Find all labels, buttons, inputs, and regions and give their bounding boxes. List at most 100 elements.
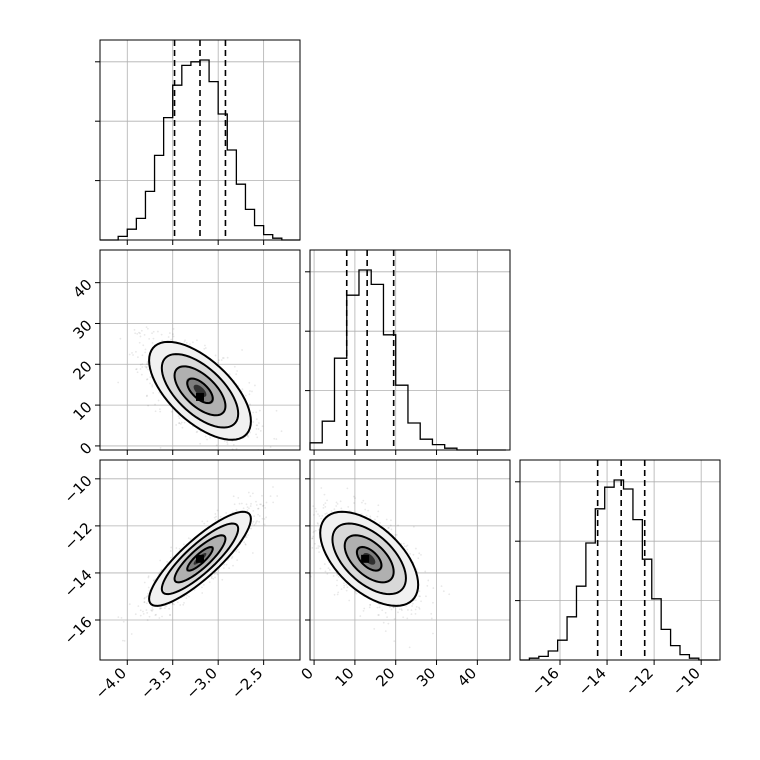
scatter-point <box>393 618 396 620</box>
scatter-point <box>276 495 279 497</box>
scatter-point <box>389 606 391 609</box>
scatter-point <box>339 500 342 503</box>
scatter-point <box>226 443 229 446</box>
scatter-point <box>117 381 120 384</box>
scatter-point <box>191 341 194 344</box>
scatter-point <box>258 409 261 412</box>
scatter-point <box>340 588 343 591</box>
scatter-point <box>232 495 235 498</box>
scatter-point <box>280 430 283 433</box>
scatter-point <box>233 365 236 368</box>
scatter-point <box>326 499 328 502</box>
scatter-point <box>122 620 125 623</box>
scatter-point <box>136 333 139 335</box>
scatter-point <box>367 509 370 512</box>
scatter-point <box>180 421 183 424</box>
scatter-point <box>312 535 315 538</box>
scatter-point <box>204 344 206 347</box>
y-tick-label: 30 <box>69 316 95 342</box>
scatter-point <box>145 596 148 598</box>
scatter-point <box>430 617 433 620</box>
scatter-point <box>318 545 321 548</box>
scatter-point <box>154 410 157 413</box>
scatter-point <box>255 504 258 506</box>
scatter-point <box>418 552 421 555</box>
scatter-point <box>193 589 196 591</box>
scatter-point <box>343 584 346 587</box>
scatter-point <box>147 404 150 407</box>
scatter-point <box>160 333 163 336</box>
contour-line <box>319 510 420 607</box>
scatter-point <box>145 326 148 329</box>
scatter-point <box>139 614 142 617</box>
scatter-point <box>138 331 140 334</box>
scatter-point <box>249 495 252 497</box>
scatter-point <box>418 607 421 610</box>
scatter-point <box>159 570 162 573</box>
scatter-point <box>337 591 340 594</box>
x-tick-label: 30 <box>413 664 439 690</box>
scatter-point <box>178 547 181 550</box>
scatter-point <box>141 366 144 368</box>
scatter-point <box>146 362 149 365</box>
scatter-point <box>152 579 155 582</box>
scatter-point <box>212 577 215 580</box>
scatter-point <box>252 411 255 414</box>
scatter-point <box>235 550 238 553</box>
x-tick-label: 10 <box>331 664 357 690</box>
x-tick-label: −3.0 <box>183 664 221 702</box>
scatter-point <box>417 557 420 560</box>
scatter-point <box>233 503 236 506</box>
scatter-point <box>173 603 176 606</box>
scatter-point <box>215 515 217 518</box>
scatter-point <box>186 456 188 458</box>
scatter-point <box>246 434 249 437</box>
scatter-point <box>345 589 348 592</box>
scatter-point <box>158 607 161 610</box>
scatter-point <box>169 550 172 552</box>
scatter-point <box>415 605 418 608</box>
scatter-point <box>362 499 365 502</box>
scatter-point <box>146 327 149 330</box>
scatter-point <box>183 421 186 424</box>
scatter-point <box>170 556 172 559</box>
scatter-point <box>307 503 309 505</box>
scatter-point <box>324 513 327 515</box>
scatter-point <box>171 602 174 605</box>
scatter-point <box>146 619 149 621</box>
scatter-point <box>253 515 256 518</box>
scatter-point <box>221 578 224 581</box>
scatter-point <box>206 520 209 523</box>
x-tick-label: −12 <box>622 664 657 699</box>
scatter-point <box>134 613 137 616</box>
scatter-point <box>203 347 206 350</box>
scatter-point <box>134 332 137 335</box>
scatter-point <box>149 382 151 385</box>
scatter-point <box>376 606 379 609</box>
scatter-point <box>195 431 198 434</box>
scatter-point <box>252 421 255 423</box>
x-tick-label: 20 <box>372 664 398 690</box>
scatter-point <box>179 423 182 425</box>
scatter-point <box>159 410 162 413</box>
density-group <box>307 487 451 649</box>
scatter-point <box>255 500 257 503</box>
scatter-point <box>389 524 392 527</box>
scatter-point <box>261 494 263 497</box>
contour-line <box>355 546 383 572</box>
scatter-point <box>210 577 213 580</box>
scatter-point <box>315 510 318 513</box>
scatter-point <box>208 581 211 584</box>
scatter-point <box>210 575 213 578</box>
scatter-point <box>273 437 276 440</box>
scatter-point <box>147 592 149 595</box>
x-tick-label: −10 <box>669 664 704 699</box>
scatter-point <box>201 520 204 523</box>
scatter-point <box>448 593 451 596</box>
scatter-point <box>401 609 403 612</box>
scatter-point <box>182 603 185 606</box>
scatter-point <box>255 521 258 524</box>
contour-line <box>186 546 214 572</box>
scatter-point <box>143 581 146 584</box>
scatter-point <box>347 506 350 508</box>
